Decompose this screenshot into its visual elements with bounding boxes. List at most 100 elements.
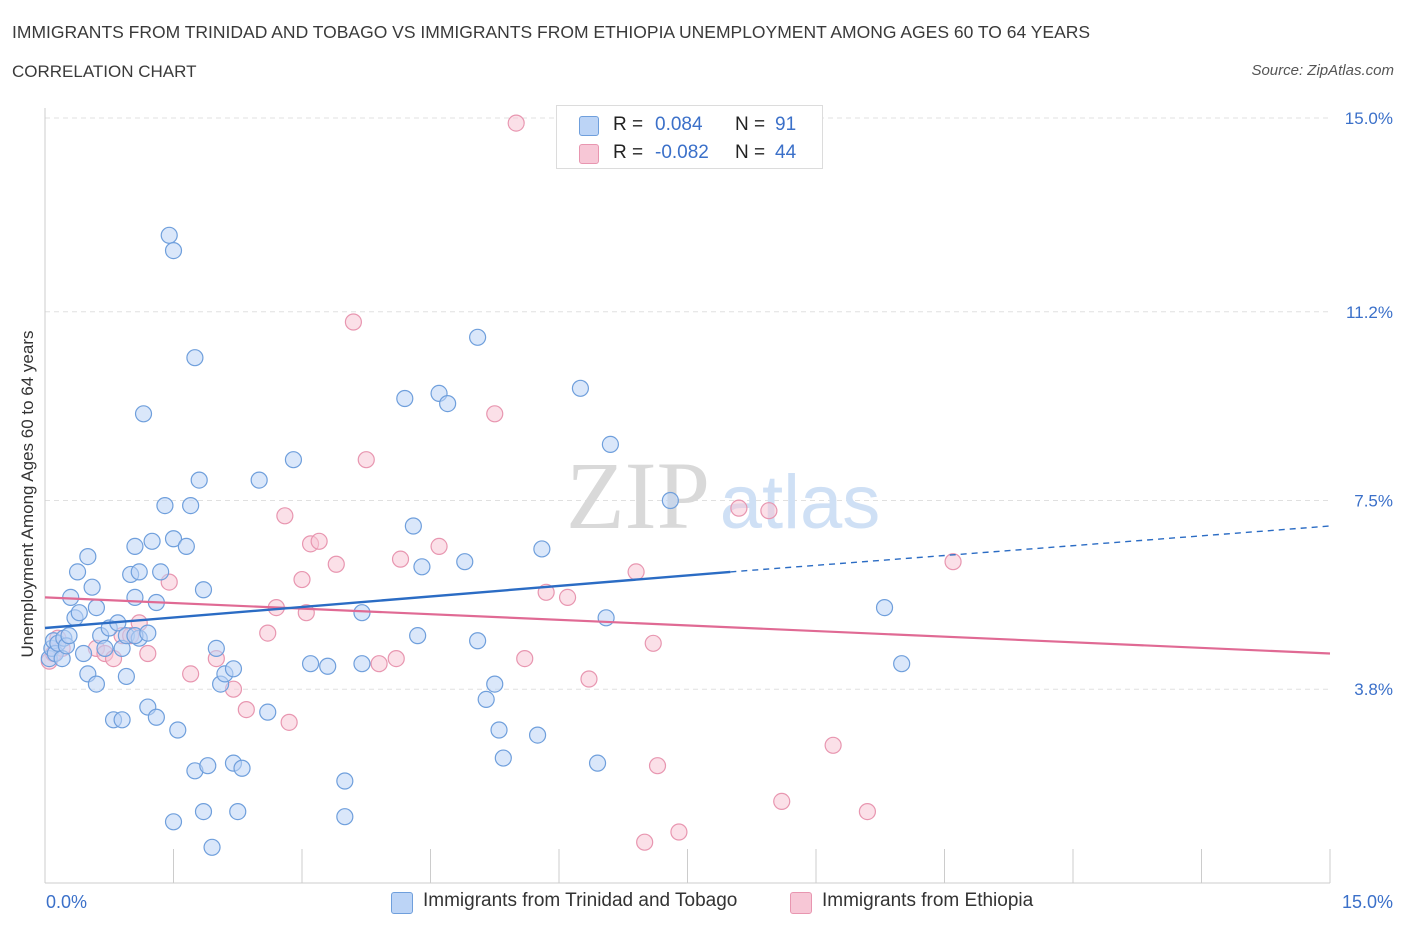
- ethiopia-point: [636, 833, 654, 851]
- legend-n-label: N =: [735, 142, 766, 163]
- y-tick-label: 7.5%: [1354, 492, 1393, 511]
- ethiopia-point: [858, 802, 877, 821]
- chart-title: IMMIGRANTS FROM TRINIDAD AND TOBAGO VS I…: [12, 22, 1091, 42]
- ethiopia-point: [648, 757, 667, 775]
- axes: [44, 108, 1331, 884]
- trinidad-point: [68, 563, 87, 581]
- ethiopia-point: [507, 114, 525, 132]
- bottom-legend-label-trinidad: Immigrants from Trinidad and Tobago: [423, 890, 738, 911]
- trinidad-point: [117, 667, 135, 686]
- trinidad-point: [588, 754, 607, 772]
- y-tick-label: 3.8%: [1354, 680, 1393, 699]
- ethiopia-point: [627, 563, 645, 581]
- trinidad-point: [126, 537, 144, 556]
- trinidad-point: [490, 721, 508, 739]
- trinidad-point: [319, 657, 337, 675]
- ethiopia-point: [357, 451, 375, 469]
- bottom-legend-swatch-pink: [790, 892, 812, 914]
- ethiopia-point: [944, 553, 962, 571]
- trinidad-point: [169, 721, 187, 739]
- y-tick-label: 15.0%: [1345, 109, 1393, 128]
- ethiopia-point: [310, 532, 328, 550]
- trinidad-point: [194, 581, 213, 599]
- trinidad-point: [494, 749, 512, 767]
- ethiopia-point: [670, 823, 688, 841]
- trinidad-point: [259, 703, 277, 721]
- trinidad-point: [224, 660, 243, 678]
- trinidad-point: [409, 627, 427, 645]
- ethiopia-point: [773, 792, 791, 811]
- trinidad-point: [194, 802, 213, 821]
- tick-labels: 3.8% 7.5% 11.2% 15.0% 0.0% 15.0%: [46, 109, 1393, 912]
- ethiopia-point: [293, 570, 311, 589]
- trinidad-point: [143, 532, 161, 550]
- trinidad-point: [147, 708, 165, 726]
- ethiopia-point: [344, 313, 362, 331]
- trinidad-points: [40, 226, 911, 856]
- trinidad-point: [113, 711, 131, 729]
- legend-swatch-pink: [579, 144, 599, 164]
- trinidad-point: [152, 563, 170, 581]
- trinidad-point: [469, 632, 487, 650]
- trinidad-point: [404, 517, 422, 535]
- trinidad-point: [203, 838, 221, 856]
- trinidad-point: [186, 349, 204, 367]
- trinidad-point: [177, 537, 195, 556]
- trinidad-point: [207, 639, 225, 658]
- trinidad-point: [160, 226, 178, 244]
- trinidad-point: [164, 530, 183, 548]
- trinidad-point: [139, 624, 157, 642]
- trinidad-point: [486, 675, 504, 693]
- trinidad-point: [413, 558, 431, 576]
- trinidad-point: [528, 726, 547, 744]
- trinidad-point: [164, 242, 183, 260]
- trinidad-point: [87, 675, 106, 693]
- ethiopia-point: [237, 700, 255, 719]
- x-tick-label: 0.0%: [46, 892, 87, 912]
- trinidad-point: [83, 578, 101, 596]
- ethiopia-point: [370, 655, 388, 673]
- trinidad-point: [571, 379, 590, 397]
- trinidad-point: [601, 435, 620, 453]
- ethiopia-point: [430, 537, 448, 556]
- ethiopia-point: [824, 736, 842, 754]
- legend-r-value: -0.082: [655, 142, 709, 163]
- trinidad-point: [336, 808, 354, 826]
- trinidad-point: [79, 547, 97, 566]
- bottom-legend-swatch-blue: [391, 892, 413, 914]
- trend-lines: [44, 525, 1331, 655]
- source-label: Source: ZipAtlas.com: [1251, 62, 1394, 79]
- trinidad-point: [284, 451, 303, 469]
- trinidad-point: [233, 759, 251, 777]
- trinidad-point: [469, 328, 487, 346]
- trinidad-point: [96, 639, 114, 658]
- trinidad-point: [396, 389, 414, 408]
- legend-r-label: R =: [613, 142, 644, 163]
- trinidad-point: [134, 405, 153, 423]
- trinidad-point: [301, 655, 320, 673]
- ethiopia-point: [760, 502, 778, 520]
- trinidad-point: [130, 563, 148, 581]
- trinidad-point: [250, 471, 268, 489]
- chart-subtitle: CORRELATION CHART: [12, 62, 197, 81]
- trinidad-point: [439, 395, 457, 413]
- ethiopia-point: [276, 507, 294, 525]
- ethiopia-point: [486, 405, 504, 423]
- y-axis-label: Unemployment Among Ages 60 to 64 years: [18, 330, 37, 658]
- stats-legend: R = 0.084 N = 91 R = -0.082 N = 44: [556, 105, 823, 169]
- trinidad-point: [87, 598, 106, 617]
- trinidad-point: [456, 553, 474, 571]
- x-tick-label: 15.0%: [1342, 892, 1393, 912]
- ethiopia-point: [280, 713, 298, 731]
- legend-swatch-blue: [579, 116, 599, 136]
- watermark-zip: ZIP: [566, 442, 710, 549]
- ethiopia-point: [516, 649, 534, 668]
- ethiopia-point: [558, 588, 577, 607]
- trinidad-point: [353, 604, 371, 622]
- trinidad-trend-extension: [730, 525, 1331, 573]
- legend-r-label: R =: [613, 114, 644, 135]
- trinidad-point: [533, 540, 551, 558]
- ethiopia-point: [644, 634, 662, 652]
- ethiopia-trend-line: [44, 596, 1331, 655]
